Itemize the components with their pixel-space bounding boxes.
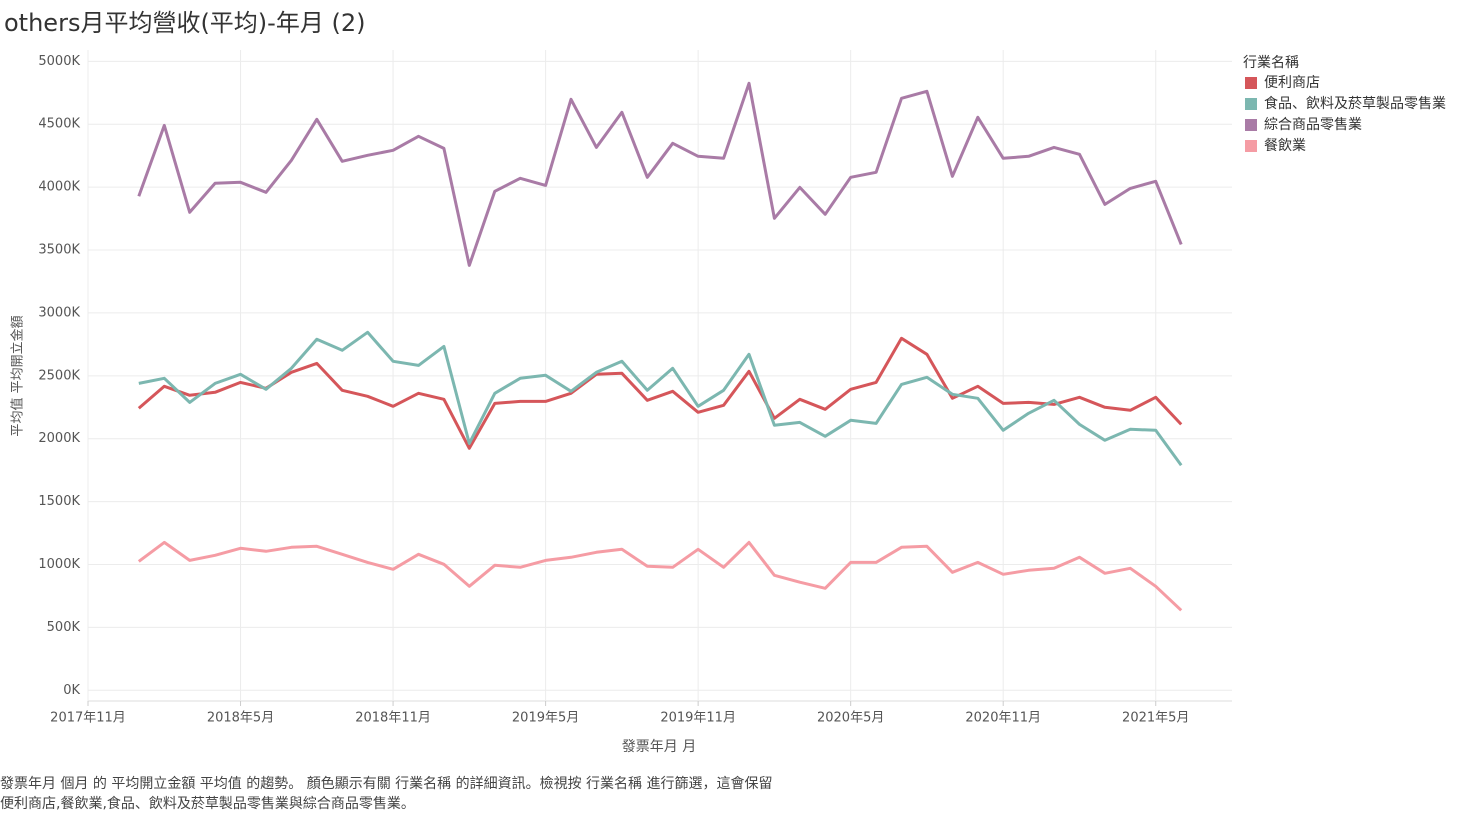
y-tick-label: 4000K — [38, 180, 80, 195]
x-tick-label: 2020年5月 — [817, 711, 884, 726]
y-tick-label: 1500K — [38, 494, 80, 509]
series-line — [138, 330, 1183, 467]
series-line — [137, 336, 1183, 450]
legend-swatch — [1245, 98, 1257, 110]
legend-swatch — [1245, 140, 1257, 152]
caption: 發票年月 個月 的 平均開立金額 平均值 的趨勢。 顏色顯示有關 行業名稱 的詳… — [0, 775, 773, 792]
legend-label: 餐飲業 — [1264, 138, 1306, 154]
y-tick-label: 500K — [47, 620, 81, 635]
legend-title: 行業名稱 — [1243, 55, 1299, 71]
x-tick-label: 2018年11月 — [355, 711, 431, 726]
x-axis-title: 發票年月 月 — [622, 739, 696, 755]
x-tick-label: 2019年5月 — [512, 711, 579, 726]
x-tick-label: 2020年11月 — [965, 711, 1041, 726]
series-line — [137, 540, 1183, 612]
caption: 便利商店,餐飲業,食品、飲料及菸草製品零售業與綜合商品零售業。 — [0, 795, 415, 812]
legend-label: 便利商店 — [1264, 75, 1320, 91]
x-tick-label: 2021年5月 — [1122, 711, 1189, 726]
y-tick-label: 2500K — [38, 368, 80, 383]
y-tick-label: 4500K — [38, 117, 80, 132]
y-tick-label: 5000K — [38, 54, 80, 69]
x-tick-label: 2019年11月 — [660, 711, 736, 726]
x-tick-label: 2018年5月 — [207, 711, 274, 726]
y-tick-label: 3000K — [38, 305, 80, 320]
legend-swatch — [1245, 119, 1257, 131]
y-axis-title: 平均值 平均開立金額 — [10, 315, 26, 436]
y-tick-label: 1000K — [38, 557, 80, 572]
legend-label: 綜合商品零售業 — [1264, 117, 1362, 133]
y-tick-label: 3500K — [38, 243, 80, 258]
series-line — [137, 81, 1183, 267]
legend-swatch — [1245, 77, 1257, 89]
y-tick-label: 2000K — [38, 431, 80, 446]
chart-title: others月平均營收(平均)-年月 (2) — [4, 9, 365, 37]
x-tick-label: 2017年11月 — [50, 711, 126, 726]
legend-label: 食品、飲料及菸草製品零售業 — [1264, 95, 1446, 112]
y-tick-label: 0K — [63, 683, 80, 698]
